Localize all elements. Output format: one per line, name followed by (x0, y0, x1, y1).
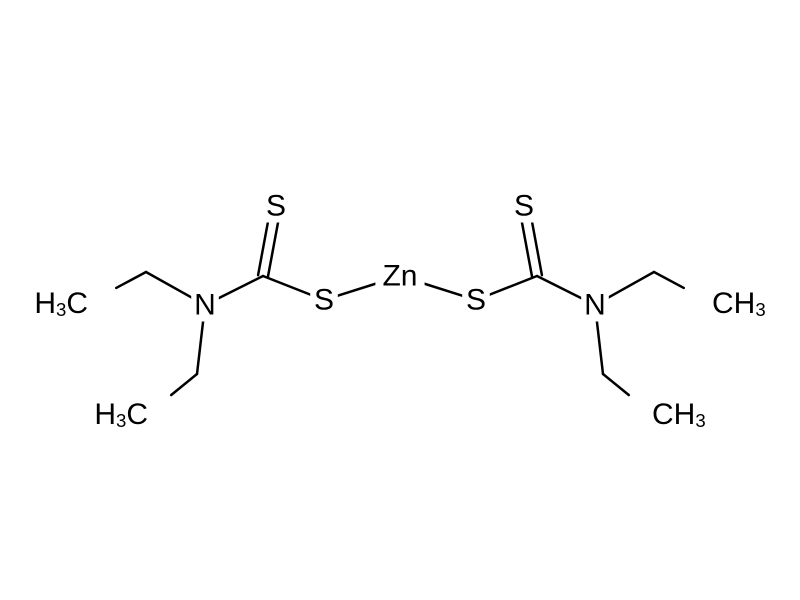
svg-text:S: S (466, 284, 486, 317)
svg-text:S: S (514, 190, 534, 223)
svg-text:N: N (584, 289, 606, 322)
svg-text:Zn: Zn (382, 260, 417, 293)
chemical-structure-diagram: ZnSSNH3CH3CSSNCH3CH3 (0, 0, 800, 600)
svg-text:S: S (314, 284, 334, 317)
atom-labels-layer: ZnSSNH3CH3CSSNCH3CH3 (28, 190, 771, 431)
svg-text:N: N (194, 289, 216, 322)
svg-text:S: S (266, 190, 286, 223)
